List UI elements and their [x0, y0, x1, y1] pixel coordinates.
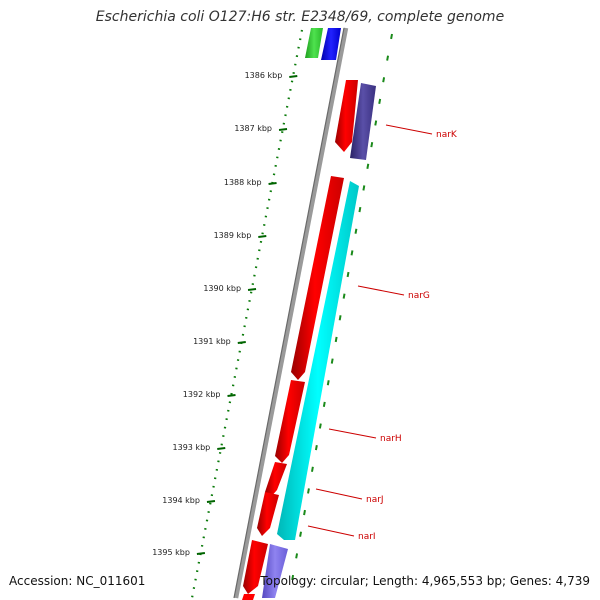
tick-label: 1388 kbp: [224, 178, 262, 187]
cds-feature-green: [305, 28, 323, 58]
major-tick-mark: [247, 288, 257, 291]
gene-label-narI[interactable]: narI: [358, 532, 376, 542]
cds-feature-narG-red: [291, 176, 344, 380]
cds-feature-bottom-red-2: [242, 594, 255, 600]
page-title: Escherichia coli O127:H6 str. E2348/69, …: [95, 9, 505, 25]
gene-label-leader: [357, 285, 405, 296]
major-tick-mark: [278, 128, 288, 131]
gene-label-leader: [328, 428, 377, 439]
topology-text: Topology: circular; Length: 4,965,553 bp…: [260, 574, 590, 588]
outer-tick-ring: [190, 29, 304, 599]
gene-label-narG[interactable]: narG: [408, 291, 430, 301]
major-tick-mark: [237, 341, 246, 344]
gene-label-leader: [307, 525, 355, 537]
tick-label: 1393 kbp: [173, 443, 211, 452]
major-tick-mark: [258, 235, 267, 238]
cds-feature-bottom-purple: [262, 544, 288, 598]
tick-label: 1389 kbp: [214, 231, 252, 240]
gene-label-narH[interactable]: narH: [380, 434, 402, 444]
major-tick-mark: [289, 75, 298, 78]
major-tick-mark: [227, 394, 236, 397]
genome-backbone: [233, 27, 349, 599]
tick-label: 1387 kbp: [234, 124, 272, 133]
cds-feature-narH: [275, 380, 305, 463]
major-tick-mark: [206, 500, 216, 503]
tick-label: 1391 kbp: [193, 337, 231, 346]
cds-feature-bottom-red: [243, 540, 268, 594]
major-tick-mark: [217, 447, 226, 450]
tick-label: 1386 kbp: [245, 71, 283, 80]
cds-feature-narK-upstream: [335, 80, 358, 152]
genome-backbone-shadow: [233, 27, 345, 599]
major-tick-mark: [196, 552, 206, 555]
tick-label: 1394 kbp: [162, 496, 200, 505]
major-tick-mark: [268, 182, 277, 185]
cds-feature-narI: [257, 492, 279, 536]
cds-feature-narK: [350, 83, 376, 160]
gene-label-leader: [385, 124, 433, 135]
tick-label: 1395 kbp: [152, 548, 190, 557]
tick-label: 1392 kbp: [183, 390, 221, 399]
cds-feature-narG-cyan: [277, 181, 359, 540]
cds-feature-narJ: [265, 462, 287, 498]
gene-label-narJ[interactable]: narJ: [366, 495, 384, 505]
tick-label: 1390 kbp: [203, 284, 241, 293]
cds-feature-blue: [321, 28, 341, 60]
gene-label-narK[interactable]: narK: [436, 130, 458, 140]
accession-text: Accession: NC_011601: [9, 574, 146, 588]
gene-label-leader: [315, 488, 363, 500]
